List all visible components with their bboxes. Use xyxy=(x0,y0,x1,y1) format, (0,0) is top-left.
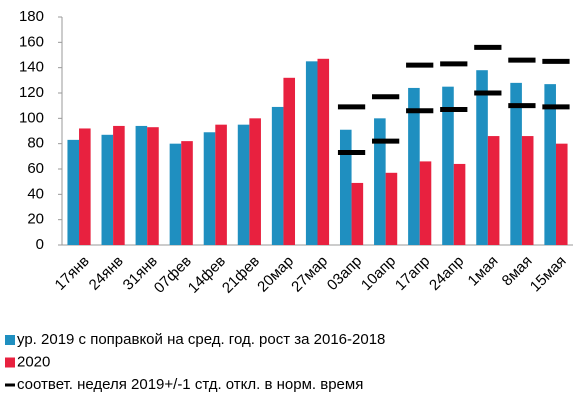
bar xyxy=(419,161,432,245)
bar xyxy=(476,70,488,245)
bar xyxy=(385,172,398,245)
bar xyxy=(101,134,114,245)
bar xyxy=(237,124,250,245)
legend-label: соответ. неделя 2019+/-1 стд. откл. в но… xyxy=(17,376,363,393)
x-tick-label: 21фев xyxy=(219,253,263,297)
bar xyxy=(203,132,216,245)
legend-swatch xyxy=(5,383,15,387)
bar xyxy=(249,118,261,245)
y-tick-label: 0 xyxy=(36,236,44,253)
y-tick-label: 120 xyxy=(19,84,44,101)
x-tick-label: 24янв xyxy=(86,253,127,294)
bar xyxy=(169,143,182,245)
bar xyxy=(181,141,193,245)
bar xyxy=(113,125,125,245)
bar xyxy=(317,58,330,245)
x-tick-label: 17янв xyxy=(52,253,93,294)
bar xyxy=(67,139,80,245)
y-tick-label: 160 xyxy=(19,33,44,50)
bar xyxy=(408,87,420,245)
bar xyxy=(305,61,318,246)
bar xyxy=(215,124,227,245)
x-tick-label: 24апр xyxy=(426,253,467,294)
bar xyxy=(453,163,466,245)
bar xyxy=(79,128,91,245)
bar xyxy=(351,182,364,245)
x-tick-label: 20мар xyxy=(254,253,297,296)
bar xyxy=(339,129,352,245)
x-tick-label: 10апр xyxy=(358,253,399,294)
x-tick-label: 15мая xyxy=(527,253,570,296)
y-tick-label: 80 xyxy=(27,135,44,152)
bar xyxy=(147,127,159,245)
x-tick-label: 14фев xyxy=(185,253,229,297)
bar xyxy=(135,125,148,245)
legend-swatch xyxy=(5,357,15,368)
legend-label: ур. 2019 с поправкой на сред. год. рост … xyxy=(17,331,385,348)
bar xyxy=(510,82,522,245)
x-tick-label: 27мар xyxy=(288,253,331,296)
bar xyxy=(544,84,556,245)
legend-label: 2020 xyxy=(17,353,50,370)
y-tick-label: 60 xyxy=(27,160,44,177)
x-tick-label: 07фев xyxy=(151,253,195,297)
bar xyxy=(555,143,568,245)
bar xyxy=(374,118,386,245)
legend-swatch xyxy=(5,335,15,345)
y-tick-label: 140 xyxy=(19,59,44,76)
y-tick-label: 20 xyxy=(27,211,44,228)
bar xyxy=(487,136,500,245)
bar xyxy=(442,86,454,246)
x-tick-label: 17апр xyxy=(392,253,433,294)
y-tick-label: 100 xyxy=(19,109,44,126)
y-tick-label: 180 xyxy=(19,8,44,25)
x-tick-label: 1мая xyxy=(465,253,502,290)
bar xyxy=(271,106,284,245)
bar xyxy=(283,77,296,245)
x-tick-label: 03апр xyxy=(324,253,365,294)
bar xyxy=(521,136,534,245)
y-tick-label: 40 xyxy=(27,185,44,202)
